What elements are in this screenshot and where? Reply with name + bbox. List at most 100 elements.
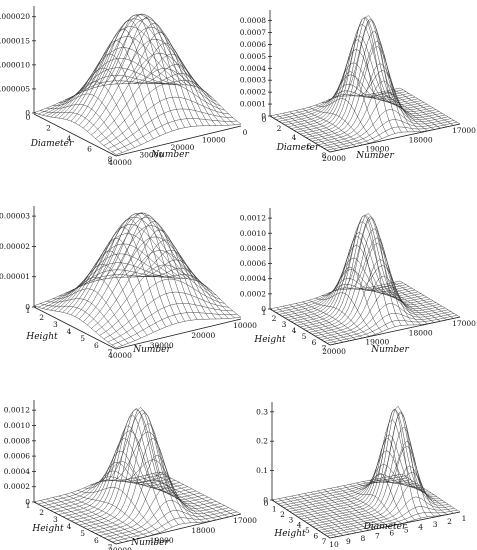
surface-wire-v (284, 497, 344, 536)
surface-wire-u (290, 232, 422, 322)
y-tick-label: 20000 (171, 143, 195, 152)
surface-wire-v (330, 488, 389, 527)
surface-wire-v (127, 478, 210, 522)
y-axis-line (329, 316, 461, 346)
surface-wire-v (323, 489, 383, 528)
surface-wire-v (58, 81, 142, 145)
z-tick-label: 0.000015 (0, 36, 30, 45)
y-tick-label: 17000 (452, 319, 476, 328)
surface-wire-v (393, 89, 454, 126)
y-tick-label: 8 (360, 534, 365, 543)
surface-wire-v (90, 430, 173, 528)
z-tick-label: 0 (25, 109, 30, 118)
x-tick-label: 6 (313, 532, 318, 541)
y-axis-label: Number (130, 538, 169, 548)
surface-wire-v (386, 90, 448, 127)
x-axis-line (33, 501, 117, 545)
z-tick-label: 0.000020 (0, 12, 30, 21)
surface-wire-v (140, 259, 223, 319)
surface-wire-v (380, 92, 441, 129)
y-tick-label: 9 (346, 537, 351, 546)
surface-wire-v (315, 98, 376, 142)
surface-wire-v (146, 474, 229, 518)
surface-wire-v (65, 67, 148, 142)
z-tick-label: 0.2 (256, 437, 268, 446)
x-axis-line (33, 113, 117, 157)
surface-wire-v (399, 280, 461, 318)
z-tick-label: 0 (261, 112, 266, 121)
z-tick-label: 0.0006 (4, 452, 30, 461)
surface-wire-v (115, 221, 198, 320)
y-axis-label: Number (370, 345, 409, 355)
surface-wire-v (58, 495, 142, 539)
x-tick-label: 2 (46, 124, 51, 133)
surface-wire-v (90, 218, 173, 325)
surface-wire-v (317, 490, 376, 530)
surface-wire-v (282, 113, 344, 150)
surface-wire-v (40, 303, 123, 346)
surface-wire-v (52, 497, 135, 540)
x-axis-label: Height (253, 335, 286, 345)
y-tick-label: 0 (243, 128, 248, 137)
y-tick-label: 18000 (409, 328, 433, 337)
x-tick-label: 2 (39, 313, 44, 322)
surface-wire-v (380, 285, 441, 322)
x-axis-line (271, 499, 331, 539)
z-tick-label: 0.0008 (240, 16, 266, 25)
y-tick-label: 10 (329, 540, 339, 549)
y-tick-label: 20000 (108, 546, 132, 550)
z-tick-label: 0.0006 (240, 259, 266, 268)
surface-wire-v (33, 305, 117, 348)
y-tick-label: 30000 (139, 151, 163, 160)
surface-plot-5: 0 0.0002 0.0004 0.0006 0.0008 0.0010 0.0012 123… (4, 400, 257, 550)
y-tick-label: 4 (418, 523, 423, 532)
surface-wire-v (96, 409, 179, 525)
surface-wire-u (38, 80, 164, 115)
surface-wire-v (83, 461, 167, 531)
surface-wire-v (115, 459, 198, 523)
surface-wire-v (276, 114, 337, 151)
surface-wire-v (71, 53, 154, 140)
z-tick-label: 0.00002 (0, 242, 30, 251)
y-tick-label: 19000 (365, 145, 389, 154)
x-tick-label: 0 (264, 499, 269, 508)
surface-wire-u (74, 212, 201, 317)
z-tick-label: 0.0004 (240, 64, 266, 73)
surface-wire-v (33, 112, 117, 155)
surface-wire-v (341, 18, 402, 133)
y-tick-label: 2 (447, 517, 452, 526)
surface-wire-v (367, 94, 428, 131)
surface-wire-v (310, 492, 370, 531)
y-tick-label: 7 (375, 531, 380, 540)
x-tick-label: 5 (80, 334, 85, 343)
y-tick-label: 10000 (233, 321, 257, 330)
x-tick-label: 1 (272, 504, 277, 513)
y-tick-label: 20000 (322, 347, 346, 356)
x-tick-label: 5 (305, 526, 310, 535)
surface-wire-v (146, 73, 229, 126)
x-tick-label: 6 (94, 536, 99, 545)
y-axis-label: Diameter (363, 522, 407, 532)
y-axis-label: Number (355, 151, 394, 161)
surface-wire-v (146, 267, 229, 319)
surface-wire-u (314, 275, 446, 337)
surface-wire-v (121, 229, 204, 320)
surface-wire-v (83, 226, 167, 328)
surface-wire-v (308, 106, 370, 144)
surface-wire-v (158, 471, 242, 515)
surface-wire-v (336, 486, 396, 526)
surface-wire-v (289, 111, 350, 148)
surface-wire-v (349, 473, 409, 522)
y-tick-label: 20000 (322, 154, 346, 163)
surface-wire-v (140, 476, 223, 519)
surface-wire-v (386, 283, 448, 320)
z-tick-label: 0 (263, 496, 268, 505)
x-tick-label: 3 (282, 320, 287, 329)
surface-wire-u (83, 225, 209, 322)
y-tick-label: 20000 (191, 331, 215, 340)
x-tick-label: 3 (53, 320, 58, 329)
surface-wire-u (308, 242, 440, 333)
surface-wire-v (127, 42, 210, 126)
z-tick-label: 0.0002 (4, 482, 30, 491)
